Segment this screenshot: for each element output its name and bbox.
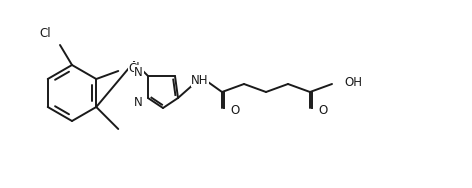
Text: O: O [318, 105, 327, 118]
Text: Cl: Cl [39, 27, 51, 40]
Text: N: N [134, 96, 143, 108]
Text: N: N [134, 65, 143, 79]
Text: Cl: Cl [128, 62, 140, 76]
Text: OH: OH [344, 77, 362, 89]
Text: O: O [230, 105, 239, 118]
Text: NH: NH [191, 74, 209, 86]
